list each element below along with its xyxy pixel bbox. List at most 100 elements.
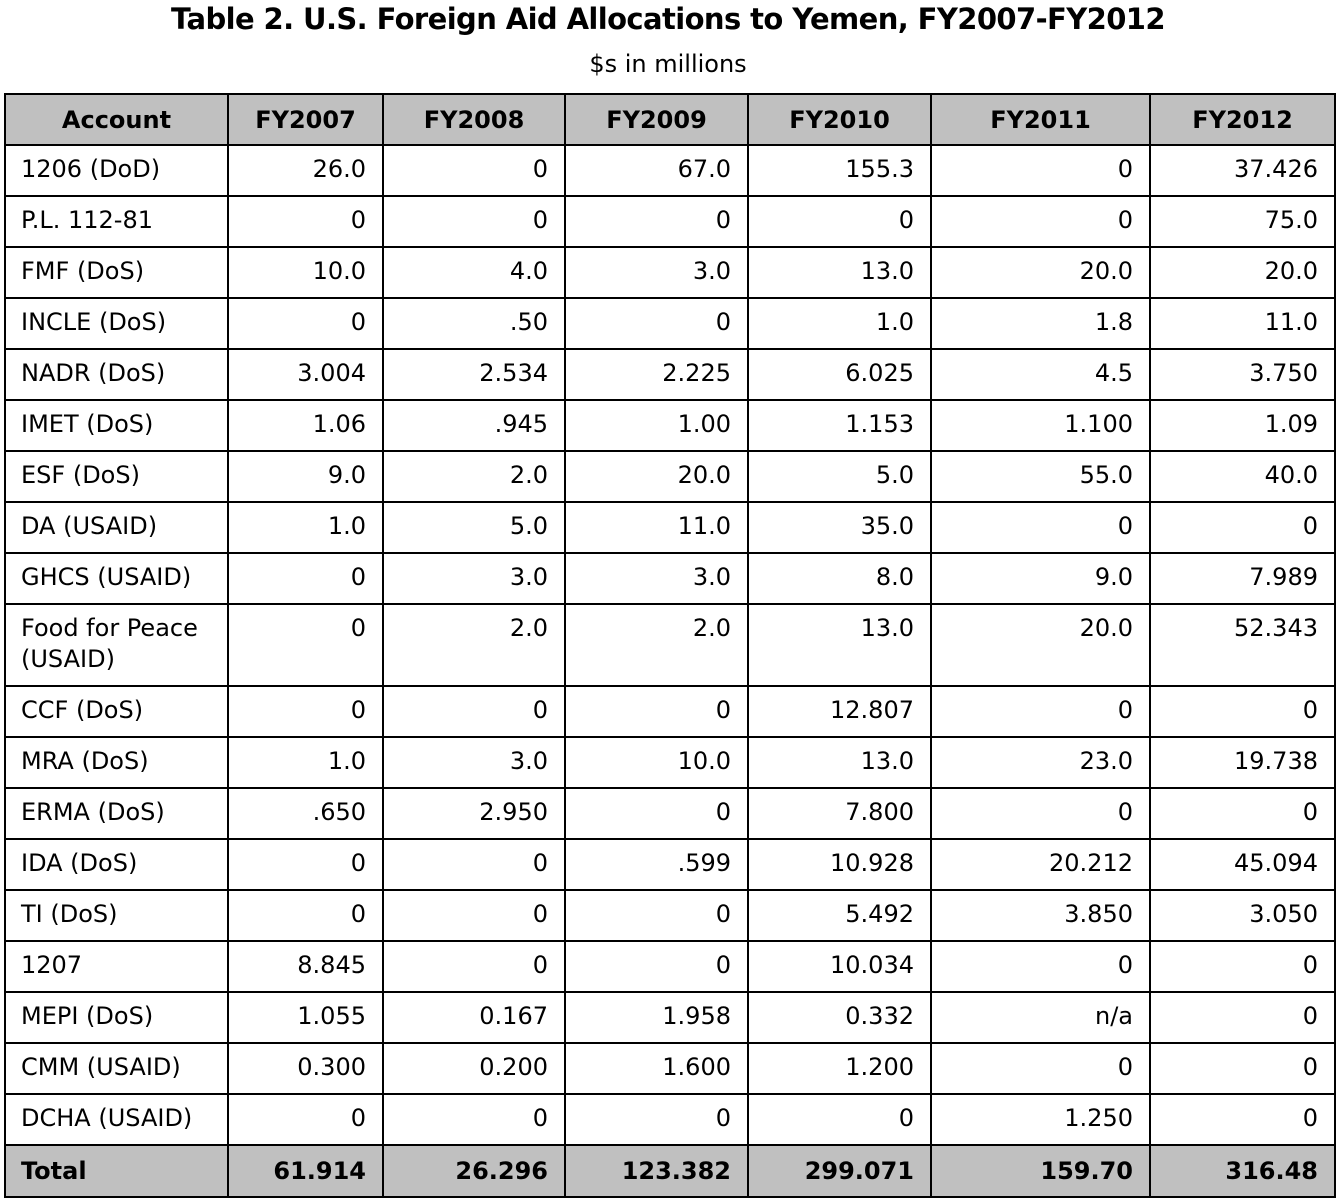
table-row: 1207 8.845 0 0 10.034 0 0: [4, 940, 1336, 993]
table-row: CMM (USAID) 0.300 0.200 1.600 1.200 0 0: [4, 1042, 1336, 1095]
value-cell: 8.0: [747, 552, 932, 605]
value-cell: 0: [227, 1093, 384, 1146]
account-cell: INCLE (DoS): [4, 297, 229, 350]
value-cell: 0: [930, 144, 1151, 197]
value-cell: 1.8: [930, 297, 1151, 350]
column-header: FY2010: [747, 93, 932, 146]
value-cell: 11.0: [564, 501, 749, 554]
value-cell: 0: [382, 889, 566, 942]
account-cell: MEPI (DoS): [4, 991, 229, 1044]
value-cell: 0.167: [382, 991, 566, 1044]
account-cell: 1206 (DoD): [4, 144, 229, 197]
value-cell: 1.06: [227, 399, 384, 452]
value-cell: .599: [564, 838, 749, 891]
value-cell: 55.0: [930, 450, 1151, 503]
account-cell: ESF (DoS): [4, 450, 229, 503]
account-cell: CMM (USAID): [4, 1042, 229, 1095]
value-cell: 2.0: [564, 603, 749, 687]
value-cell: 155.3: [747, 144, 932, 197]
value-cell: 0: [382, 940, 566, 993]
value-cell: 0: [382, 838, 566, 891]
value-cell: 0: [1149, 1093, 1336, 1146]
table-row: DCHA (USAID) 0 0 0 0 1.250 0: [4, 1093, 1336, 1146]
account-cell: FMF (DoS): [4, 246, 229, 299]
value-cell: 1.100: [930, 399, 1151, 452]
value-cell: 0: [564, 195, 749, 248]
value-cell: 2.0: [382, 603, 566, 687]
account-cell: DA (USAID): [4, 501, 229, 554]
total-cell: 123.382: [564, 1144, 749, 1198]
total-cell: 26.296: [382, 1144, 566, 1198]
table-row: INCLE (DoS) 0.50 0 1.0 1.8 11.0: [4, 297, 1336, 350]
value-cell: .650: [227, 787, 384, 840]
total-cell: 299.071: [747, 1144, 932, 1198]
value-cell: 20.0: [564, 450, 749, 503]
value-cell: 9.0: [227, 450, 384, 503]
value-cell: 20.0: [930, 246, 1151, 299]
column-header: Account: [4, 93, 229, 146]
value-cell: 2.0: [382, 450, 566, 503]
table-row: ESF (DoS) 9.0 2.0 20.0 5.0 55.0 40.0: [4, 450, 1336, 503]
value-cell: 3.0: [564, 246, 749, 299]
value-cell: 3.0: [564, 552, 749, 605]
value-cell: 0: [930, 195, 1151, 248]
account-cell: CCF (DoS): [4, 685, 229, 738]
value-cell: 1.153: [747, 399, 932, 452]
table-row: GHCS (USAID) 0 3.0 3.0 8.0 9.0 7.989: [4, 552, 1336, 605]
value-cell: 9.0: [930, 552, 1151, 605]
value-cell: 0: [1149, 940, 1336, 993]
value-cell: 0: [564, 940, 749, 993]
account-cell: TI (DoS): [4, 889, 229, 942]
table-row: FMF (DoS) 10.0 4.0 3.0 13.0 20.0 20.0: [4, 246, 1336, 299]
value-cell: 0.332: [747, 991, 932, 1044]
value-cell: 20.0: [930, 603, 1151, 687]
table-row: P.L. 112-81 0 0 0 0 0 75.0: [4, 195, 1336, 248]
value-cell: 8.845: [227, 940, 384, 993]
value-cell: 0: [930, 1042, 1151, 1095]
value-cell: 0: [227, 603, 384, 687]
value-cell: 12.807: [747, 685, 932, 738]
value-cell: 1.055: [227, 991, 384, 1044]
value-cell: 3.850: [930, 889, 1151, 942]
value-cell: 52.343: [1149, 603, 1336, 687]
header-row: Account FY2007 FY2008 FY2009 FY2010 FY20…: [4, 93, 1336, 146]
value-cell: 1.0: [747, 297, 932, 350]
value-cell: 7.800: [747, 787, 932, 840]
value-cell: 0: [747, 195, 932, 248]
value-cell: 0.300: [227, 1042, 384, 1095]
value-cell: 7.989: [1149, 552, 1336, 605]
value-cell: 3.050: [1149, 889, 1336, 942]
value-cell: 67.0: [564, 144, 749, 197]
value-cell: 3.0: [382, 736, 566, 789]
account-cell: MRA (DoS): [4, 736, 229, 789]
value-cell: 13.0: [747, 736, 932, 789]
value-cell: 0: [564, 297, 749, 350]
value-cell: 0: [1149, 787, 1336, 840]
value-cell: n/a: [930, 991, 1151, 1044]
value-cell: 0: [930, 685, 1151, 738]
value-cell: 1.958: [564, 991, 749, 1044]
account-cell: DCHA (USAID): [4, 1093, 229, 1146]
account-cell: Food for Peace (USAID): [4, 603, 229, 687]
account-cell: ERMA (DoS): [4, 787, 229, 840]
account-cell: IMET (DoS): [4, 399, 229, 452]
value-cell: 45.094: [1149, 838, 1336, 891]
table-row: ERMA (DoS) .650 2.950 0 7.800 0 0: [4, 787, 1336, 840]
value-cell: 13.0: [747, 246, 932, 299]
value-cell: 3.750: [1149, 348, 1336, 401]
value-cell: 2.225: [564, 348, 749, 401]
value-cell: 1.0: [227, 736, 384, 789]
value-cell: 0: [227, 297, 384, 350]
table-body: 1206 (DoD) 26.0 0 67.0 155.3 0 37.426 P.L. 112-…: [4, 144, 1336, 1146]
table-row: TI (DoS) 0 0 0 5.492 3.850 3.050: [4, 889, 1336, 942]
column-header: FY2012: [1149, 93, 1336, 146]
table-row: NADR (DoS) 3.004 2.534 2.225 6.025 4.5 3.750: [4, 348, 1336, 401]
value-cell: 11.0: [1149, 297, 1336, 350]
table-row: MEPI (DoS) 1.055 0.167 1.958 0.332 n/a 0: [4, 991, 1336, 1044]
total-cell: 159.70: [930, 1144, 1151, 1198]
value-cell: 1.600: [564, 1042, 749, 1095]
value-cell: .945: [382, 399, 566, 452]
value-cell: 0: [382, 195, 566, 248]
value-cell: 23.0: [930, 736, 1151, 789]
value-cell: 4.5: [930, 348, 1151, 401]
